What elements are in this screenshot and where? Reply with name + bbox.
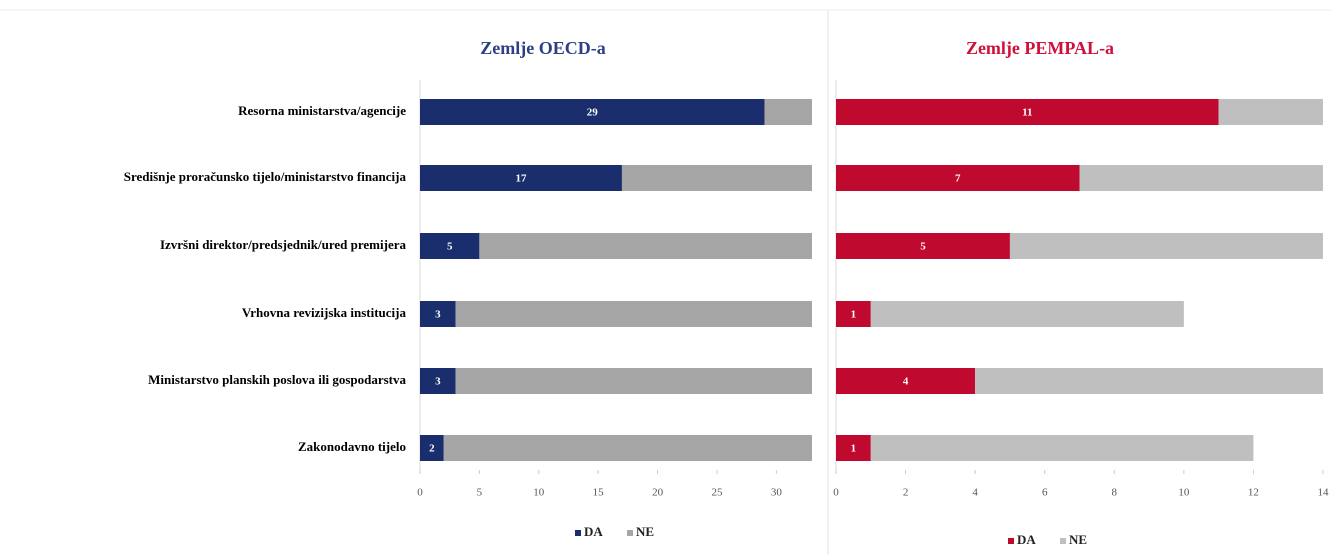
legend-label: DA [584,524,603,539]
data-label: 4 [903,376,909,388]
x-tick-label: 6 [1042,487,1048,499]
data-label: 5 [920,241,926,253]
bar-segment [420,99,765,125]
bar-segment [870,301,1184,327]
bar-segment [975,368,1323,394]
bar-segment [836,233,1010,259]
category-label: Središnje proračunsko tijelo/ministarstv… [124,169,407,184]
bar-segment [836,99,1219,125]
bar-segment [420,233,480,259]
x-tick-label: 0 [417,487,423,499]
bar-segment [420,165,622,191]
x-tick-label: 12 [1248,487,1259,499]
chart-title: Zemlje PEMPAL-a [966,38,1114,58]
data-label: 1 [851,443,857,455]
data-label: 3 [435,376,441,388]
x-tick-label: 14 [1318,487,1330,499]
data-label: 2 [429,443,435,455]
bar-segment [1218,99,1323,125]
x-tick-label: 15 [593,487,605,499]
legend-label: NE [1069,532,1087,547]
data-label: 17 [515,173,527,185]
legend-swatch [627,530,633,536]
bar-segment [420,435,444,461]
bar-segment [764,99,812,125]
bar-segment [836,165,1080,191]
x-tick-label: 8 [1112,487,1118,499]
legend-label: DA [1017,532,1036,547]
data-label: 29 [587,107,599,119]
category-label: Vrhovna revizijska institucija [242,305,407,320]
data-label: 5 [447,241,453,253]
x-tick-label: 20 [652,487,664,499]
bar-segment [443,435,812,461]
category-label: Resorna ministarstva/agencije [238,103,406,118]
legend-swatch [1008,538,1014,544]
bar-segment [455,301,812,327]
x-tick-label: 30 [771,487,783,499]
bar-segment [1079,165,1323,191]
x-tick-label: 5 [477,487,483,499]
category-label: Zakonodavno tijelo [298,439,406,454]
bar-segment [455,368,812,394]
bar-segment [1009,233,1323,259]
data-label: 11 [1022,107,1032,119]
legend-swatch [575,530,581,536]
bar-segment [870,435,1254,461]
data-label: 1 [851,309,857,321]
legend-label: NE [636,524,654,539]
x-tick-label: 25 [711,487,723,499]
x-tick-label: 10 [1178,487,1190,499]
x-tick-label: 10 [533,487,545,499]
bar-segment [479,233,812,259]
x-tick-label: 4 [972,487,978,499]
data-label: 7 [955,173,961,185]
category-label: Ministarstvo planskih poslova ili gospod… [148,372,406,387]
bar-segment [836,435,871,461]
chart-title: Zemlje OECD-a [480,38,605,58]
x-tick-label: 0 [833,487,839,499]
legend-swatch [1060,538,1066,544]
x-tick-label: 2 [903,487,909,499]
bar-segment [621,165,812,191]
bar-segment [836,368,976,394]
bar-segment [420,368,456,394]
data-label: 3 [435,309,441,321]
bar-segment [836,301,871,327]
bar-segment [420,301,456,327]
category-label: Izvršni direktor/predsjednik/ured premij… [160,237,407,252]
